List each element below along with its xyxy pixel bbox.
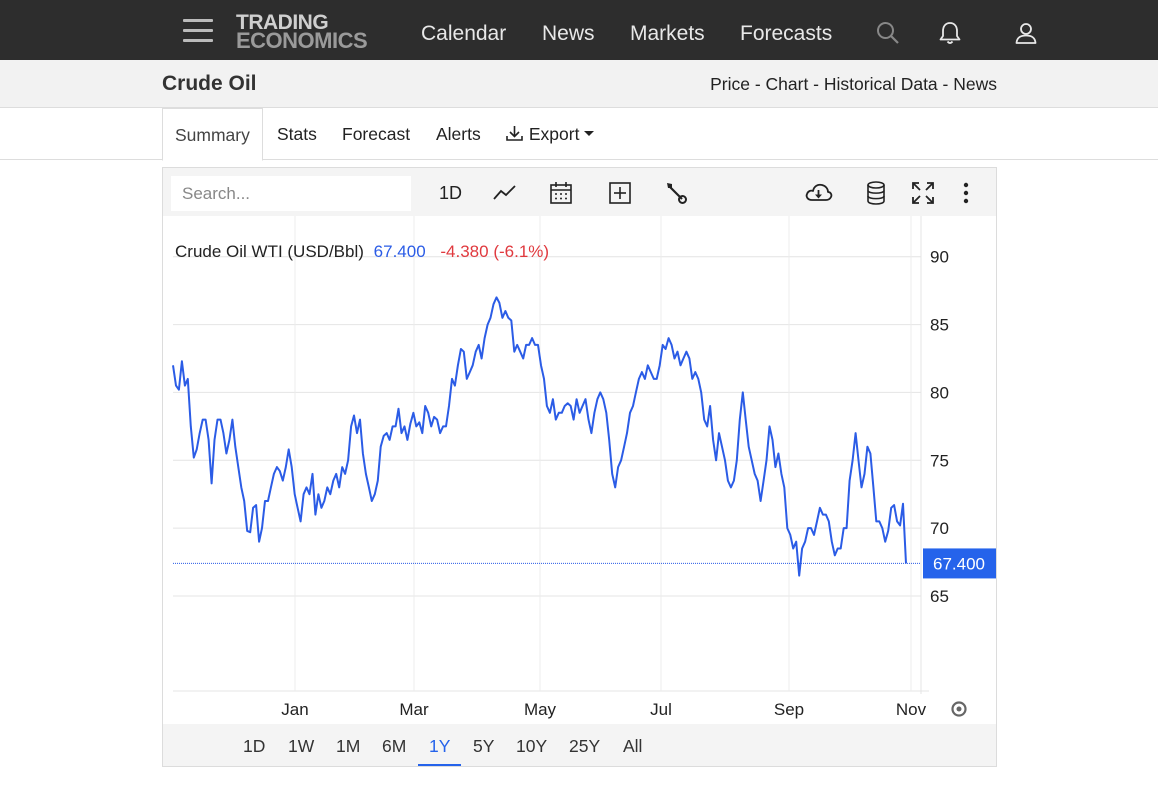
content-tabs: Summary Stats Forecast Alerts Export	[0, 108, 1158, 161]
link-separator: -	[749, 74, 766, 94]
legend-change: -4.380 (-6.1%)	[440, 242, 549, 261]
y-tick-label: 70	[930, 519, 949, 538]
chart-last-label: 67.400	[923, 548, 996, 579]
x-tick-label: Jan	[281, 700, 308, 719]
y-tick-label: 85	[930, 316, 949, 335]
search-icon[interactable]	[875, 20, 901, 46]
top-navbar: TRADING ECONOMICS Calendar News Markets …	[0, 0, 1158, 60]
range-1w[interactable]: 1W	[288, 736, 315, 756]
fullscreen-icon[interactable]	[910, 180, 936, 206]
trading-economics-logo[interactable]: TRADING ECONOMICS	[236, 11, 368, 53]
download-icon	[506, 126, 523, 141]
section-links: Price - Chart - Historical Data - News	[710, 74, 997, 95]
y-tick-label: 80	[930, 383, 949, 402]
tab-stats[interactable]: Stats	[277, 124, 317, 144]
nav-markets[interactable]: Markets	[630, 22, 705, 45]
range-1d[interactable]: 1D	[243, 736, 266, 756]
chart-series	[172, 296, 921, 577]
chart-grid	[173, 216, 929, 694]
settings-gear-hub	[956, 706, 962, 712]
chart-widget: 1D	[162, 167, 997, 767]
series-line	[172, 296, 907, 577]
hamburger-menu-icon[interactable]	[183, 19, 213, 43]
x-tick-label: Mar	[399, 700, 429, 719]
chart-settings[interactable]	[951, 701, 967, 717]
x-tick-label: May	[524, 700, 557, 719]
user-icon[interactable]	[1013, 20, 1039, 46]
interval-button[interactable]: 1D	[439, 183, 463, 203]
range-6m[interactable]: 6M	[382, 736, 407, 756]
link-historical-data[interactable]: Historical Data	[823, 74, 938, 94]
svg-text:Crude Oil WTI (USD/Bbl): Crude Oil WTI (USD/Bbl) 67.400 -4.380 (-…	[175, 242, 549, 261]
calendar-icon[interactable]	[548, 180, 574, 206]
tab-summary[interactable]: Summary	[162, 108, 263, 161]
tab-export[interactable]: Export	[505, 108, 595, 160]
settings-gear-icon[interactable]	[951, 701, 967, 717]
tab-alerts[interactable]: Alerts	[436, 124, 481, 144]
bell-icon[interactable]	[937, 20, 963, 46]
tab-forecast[interactable]: Forecast	[342, 124, 411, 144]
nav-news[interactable]: News	[542, 22, 595, 45]
cloud-download-icon[interactable]	[804, 180, 833, 206]
link-separator: -	[808, 74, 824, 94]
price-chart[interactable]: 90 85 80 75 70 65 Jan Mar May Jul Sep Nov Crude Oil…	[163, 216, 996, 724]
link-separator: -	[937, 74, 954, 94]
last-value-label: 67.400	[933, 554, 985, 573]
caret-down-icon	[584, 131, 595, 136]
chart-axes: 90 85 80 75 70 65 Jan Mar May Jul Sep Nov	[281, 248, 949, 719]
range-1m[interactable]: 1M	[336, 736, 361, 756]
range-all[interactable]: All	[623, 736, 643, 756]
link-price[interactable]: Price	[710, 74, 750, 94]
x-tick-label: Jul	[650, 700, 672, 719]
range-25y[interactable]: 25Y	[569, 736, 601, 756]
y-tick-label: 65	[930, 587, 949, 606]
link-news[interactable]: News	[953, 74, 997, 94]
time-range-bar: 1D 1W 1M 6M 1Y 5Y 10Y 25Y All	[163, 724, 996, 766]
range-5y[interactable]: 5Y	[473, 736, 495, 756]
nav-forecasts[interactable]: Forecasts	[740, 22, 833, 45]
range-10y[interactable]: 10Y	[516, 736, 548, 756]
x-tick-label: Sep	[774, 700, 804, 719]
y-tick-label: 90	[930, 248, 949, 267]
chart-search-input[interactable]	[171, 176, 411, 211]
active-range-underline	[418, 764, 461, 766]
wrench-icon[interactable]	[663, 180, 689, 206]
x-tick-label: Nov	[896, 700, 927, 719]
chart-legend: Crude Oil WTI (USD/Bbl) 67.400 -4.380 (-…	[175, 242, 549, 261]
page-subheader: Crude Oil Price - Chart - Historical Dat…	[0, 60, 1158, 108]
add-indicator-icon[interactable]	[607, 180, 633, 206]
more-options-icon[interactable]	[960, 180, 972, 206]
export-label: Export	[528, 124, 580, 144]
chart-toolbar: 1D	[163, 168, 996, 216]
y-tick-label: 75	[930, 451, 949, 470]
page-title: Crude Oil	[162, 72, 257, 95]
range-1y[interactable]: 1Y	[429, 736, 451, 756]
nav-calendar[interactable]: Calendar	[421, 22, 507, 45]
database-icon[interactable]	[863, 180, 889, 206]
line-chart-type-icon[interactable]	[492, 180, 518, 206]
link-chart[interactable]: Chart	[765, 74, 809, 94]
legend-series-name: Crude Oil WTI (USD/Bbl)	[175, 242, 364, 261]
last-value-badge	[923, 548, 996, 579]
legend-last-value: 67.400	[374, 242, 426, 261]
